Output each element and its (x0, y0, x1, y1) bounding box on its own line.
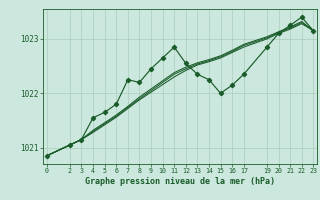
X-axis label: Graphe pression niveau de la mer (hPa): Graphe pression niveau de la mer (hPa) (85, 177, 275, 186)
